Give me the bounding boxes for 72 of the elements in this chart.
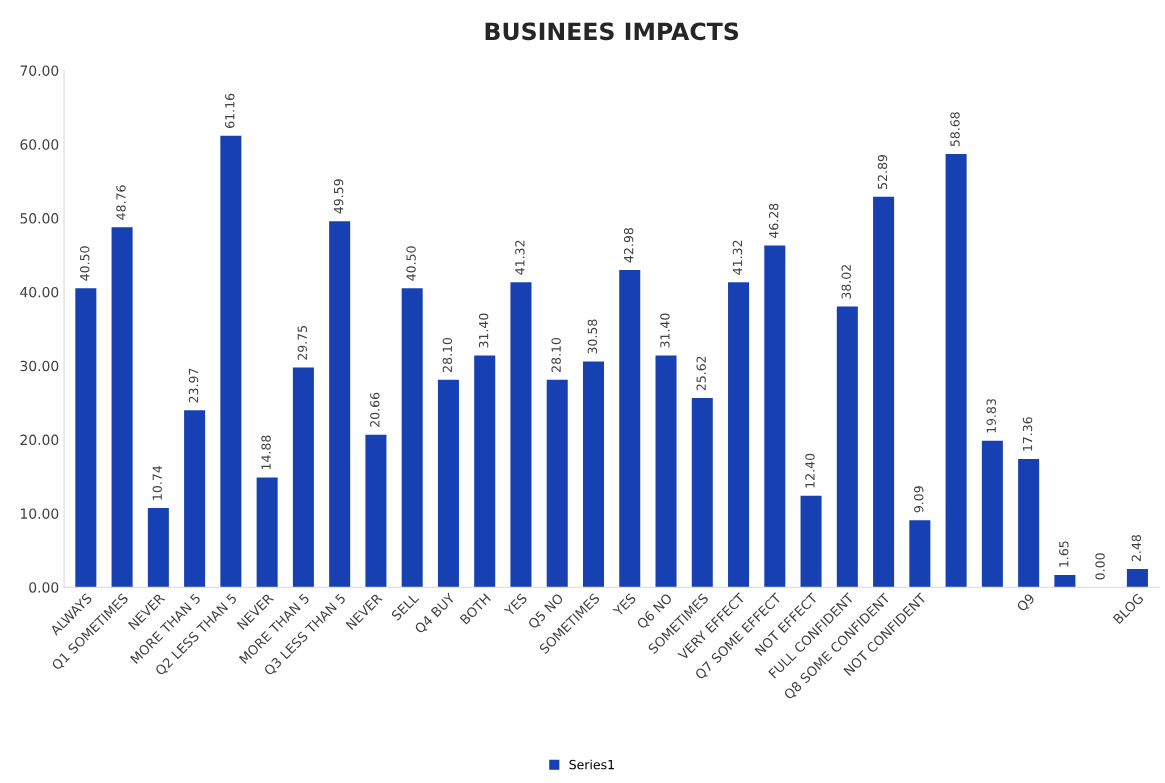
y-tick-label: 50.00 xyxy=(20,213,59,224)
bar xyxy=(1126,568,1148,588)
bar xyxy=(437,379,459,588)
bar xyxy=(836,306,858,588)
bar xyxy=(510,282,532,588)
data-label: 52.89 xyxy=(877,154,888,189)
bar xyxy=(1018,459,1040,588)
y-tick-label: 30.00 xyxy=(20,360,59,372)
bar xyxy=(728,282,750,588)
bar xyxy=(546,379,568,588)
data-label: 14.88 xyxy=(261,435,271,470)
data-label: 41.32 xyxy=(515,240,525,275)
bar xyxy=(329,221,351,588)
bar xyxy=(691,398,713,588)
x-tick-label: YES xyxy=(612,592,637,617)
bar xyxy=(981,440,1003,588)
bar xyxy=(909,520,931,588)
bar xyxy=(292,367,314,588)
data-label: 58.68 xyxy=(950,112,960,147)
y-tick-label: 40.00 xyxy=(20,286,59,298)
data-label: 23.97 xyxy=(188,368,199,403)
data-label: 2.48 xyxy=(1131,535,1142,562)
bar xyxy=(365,434,387,588)
data-label: 20.66 xyxy=(370,392,380,427)
x-tick-label: YES xyxy=(503,592,528,617)
bar xyxy=(945,154,967,588)
data-label: 30.58 xyxy=(587,319,598,354)
data-label: 0.00 xyxy=(1095,553,1105,580)
data-label: 40.50 xyxy=(80,246,90,281)
bar xyxy=(401,288,423,588)
y-tick-label: 70.00 xyxy=(20,65,59,76)
bar xyxy=(111,227,133,588)
bar xyxy=(220,135,242,588)
data-label: 31.40 xyxy=(660,313,670,348)
bar xyxy=(582,361,605,588)
bar xyxy=(256,477,278,588)
data-label: 1.65 xyxy=(1059,541,1069,567)
y-tick-label: 0.00 xyxy=(29,582,59,593)
bar xyxy=(474,355,496,588)
data-label: 41.32 xyxy=(732,240,743,275)
data-label: 17.36 xyxy=(1022,417,1033,451)
data-label: 29.75 xyxy=(297,325,308,360)
bar xyxy=(800,495,822,588)
bar xyxy=(1054,575,1076,588)
data-label: 61.16 xyxy=(225,93,235,128)
bar xyxy=(619,269,641,588)
data-label: 46.28 xyxy=(768,203,779,239)
data-label: 48.76 xyxy=(116,185,126,220)
data-label: 28.10 xyxy=(442,337,453,372)
data-label: 19.83 xyxy=(986,399,996,433)
bar xyxy=(873,196,895,588)
x-tick-label: Q9 xyxy=(1016,592,1037,614)
data-label: 12.40 xyxy=(805,453,815,488)
y-tick-label: 20.00 xyxy=(20,434,59,446)
bar xyxy=(764,245,786,588)
data-label: 25.62 xyxy=(696,356,706,391)
legend-label: Series1 xyxy=(569,759,614,770)
data-label: 28.10 xyxy=(551,337,561,372)
data-label: 42.98 xyxy=(623,228,634,263)
bar xyxy=(655,355,677,588)
bar xyxy=(184,410,206,588)
data-label: 38.02 xyxy=(841,265,851,299)
data-label: 49.59 xyxy=(333,179,344,214)
data-label: 10.74 xyxy=(152,465,162,500)
chart-title: BUSINEES IMPACTS xyxy=(485,22,739,41)
bar xyxy=(147,507,169,588)
data-label: 9.09 xyxy=(914,486,924,513)
y-tick-label: 60.00 xyxy=(20,139,59,150)
y-tick-label: 10.00 xyxy=(20,508,59,519)
data-label: 40.50 xyxy=(406,246,416,281)
data-label: 31.40 xyxy=(478,313,489,348)
bar xyxy=(75,288,97,588)
